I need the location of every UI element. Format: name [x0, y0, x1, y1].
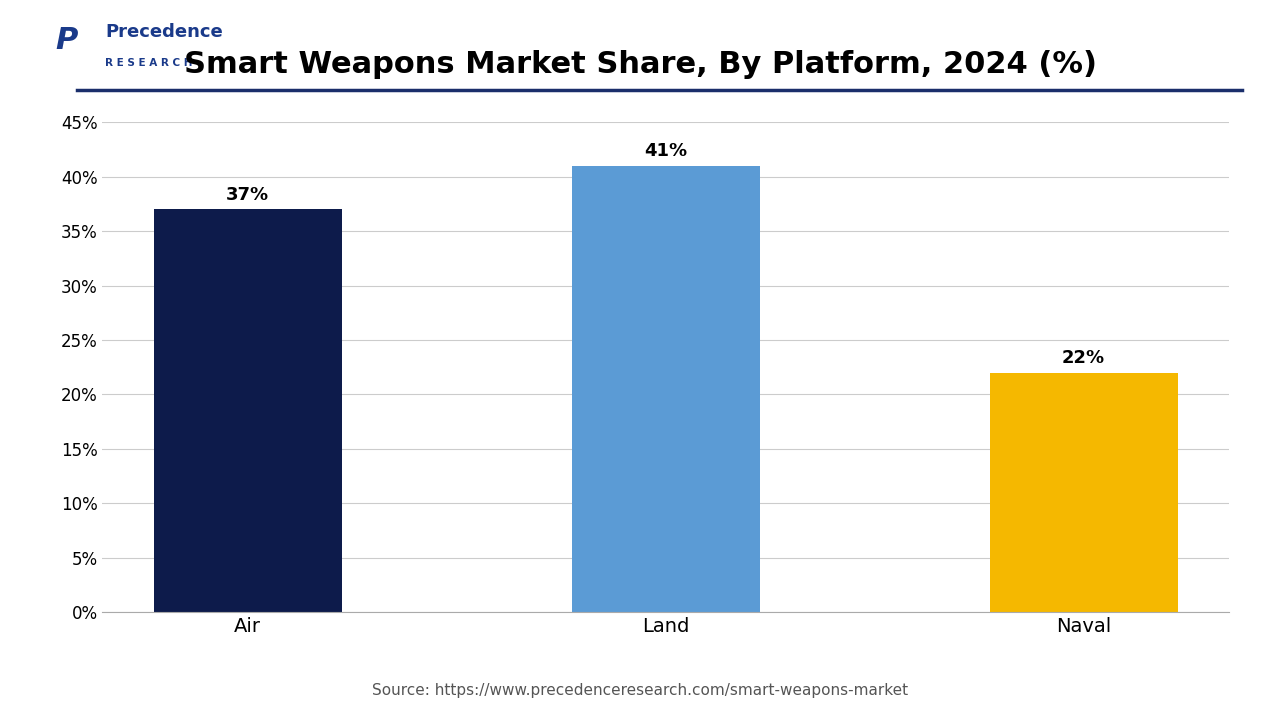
- Text: R E S E A R C H: R E S E A R C H: [105, 58, 192, 68]
- Text: Source: https://www.precedenceresearch.com/smart-weapons-market: Source: https://www.precedenceresearch.c…: [372, 683, 908, 698]
- Text: P: P: [55, 26, 77, 55]
- Text: 22%: 22%: [1062, 349, 1105, 367]
- Text: 37%: 37%: [227, 186, 269, 204]
- Bar: [989, 373, 1178, 612]
- Text: Precedence: Precedence: [105, 24, 223, 42]
- Text: 41%: 41%: [644, 143, 687, 161]
- Text: Smart Weapons Market Share, By Platform, 2024 (%): Smart Weapons Market Share, By Platform,…: [183, 50, 1097, 79]
- Bar: [572, 166, 759, 612]
- Bar: [154, 210, 342, 612]
